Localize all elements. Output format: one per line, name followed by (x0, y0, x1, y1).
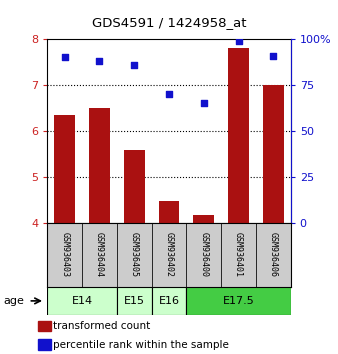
Bar (159, 201, 179, 223)
Point (271, 53, 276, 58)
Bar (228, 48, 249, 223)
Point (201, 101, 207, 106)
Bar (186, 287, 291, 315)
Text: E14: E14 (72, 296, 93, 306)
Bar (221, 223, 256, 287)
Point (236, 38, 241, 44)
Text: GDS4591 / 1424958_at: GDS4591 / 1424958_at (92, 16, 246, 29)
Text: age: age (3, 296, 24, 306)
Text: GSM936402: GSM936402 (165, 232, 173, 278)
Bar (47, 287, 117, 315)
Text: GSM936404: GSM936404 (95, 232, 104, 278)
Text: E15: E15 (124, 296, 145, 306)
Text: transformed count: transformed count (53, 321, 150, 331)
Text: GSM936405: GSM936405 (130, 232, 139, 278)
Bar (47, 223, 82, 287)
Bar (263, 85, 284, 223)
Bar (124, 150, 145, 223)
Bar (152, 223, 186, 287)
Point (131, 62, 137, 68)
Text: GSM936400: GSM936400 (199, 232, 208, 278)
Point (97, 58, 102, 64)
Bar (54, 115, 75, 223)
Bar (38, 320, 51, 331)
Bar (117, 223, 152, 287)
Bar (152, 287, 186, 315)
Text: GSM936401: GSM936401 (234, 232, 243, 278)
Text: GSM936403: GSM936403 (60, 232, 69, 278)
Bar (193, 215, 214, 223)
Point (62, 55, 67, 60)
Bar (82, 223, 117, 287)
Text: E16: E16 (159, 296, 179, 306)
Bar (89, 108, 110, 223)
Point (166, 91, 172, 97)
Bar (117, 287, 152, 315)
Bar (256, 223, 291, 287)
Text: E17.5: E17.5 (223, 296, 255, 306)
Bar (186, 223, 221, 287)
Text: GSM936406: GSM936406 (269, 232, 278, 278)
Text: percentile rank within the sample: percentile rank within the sample (53, 339, 229, 350)
Bar (38, 339, 51, 350)
